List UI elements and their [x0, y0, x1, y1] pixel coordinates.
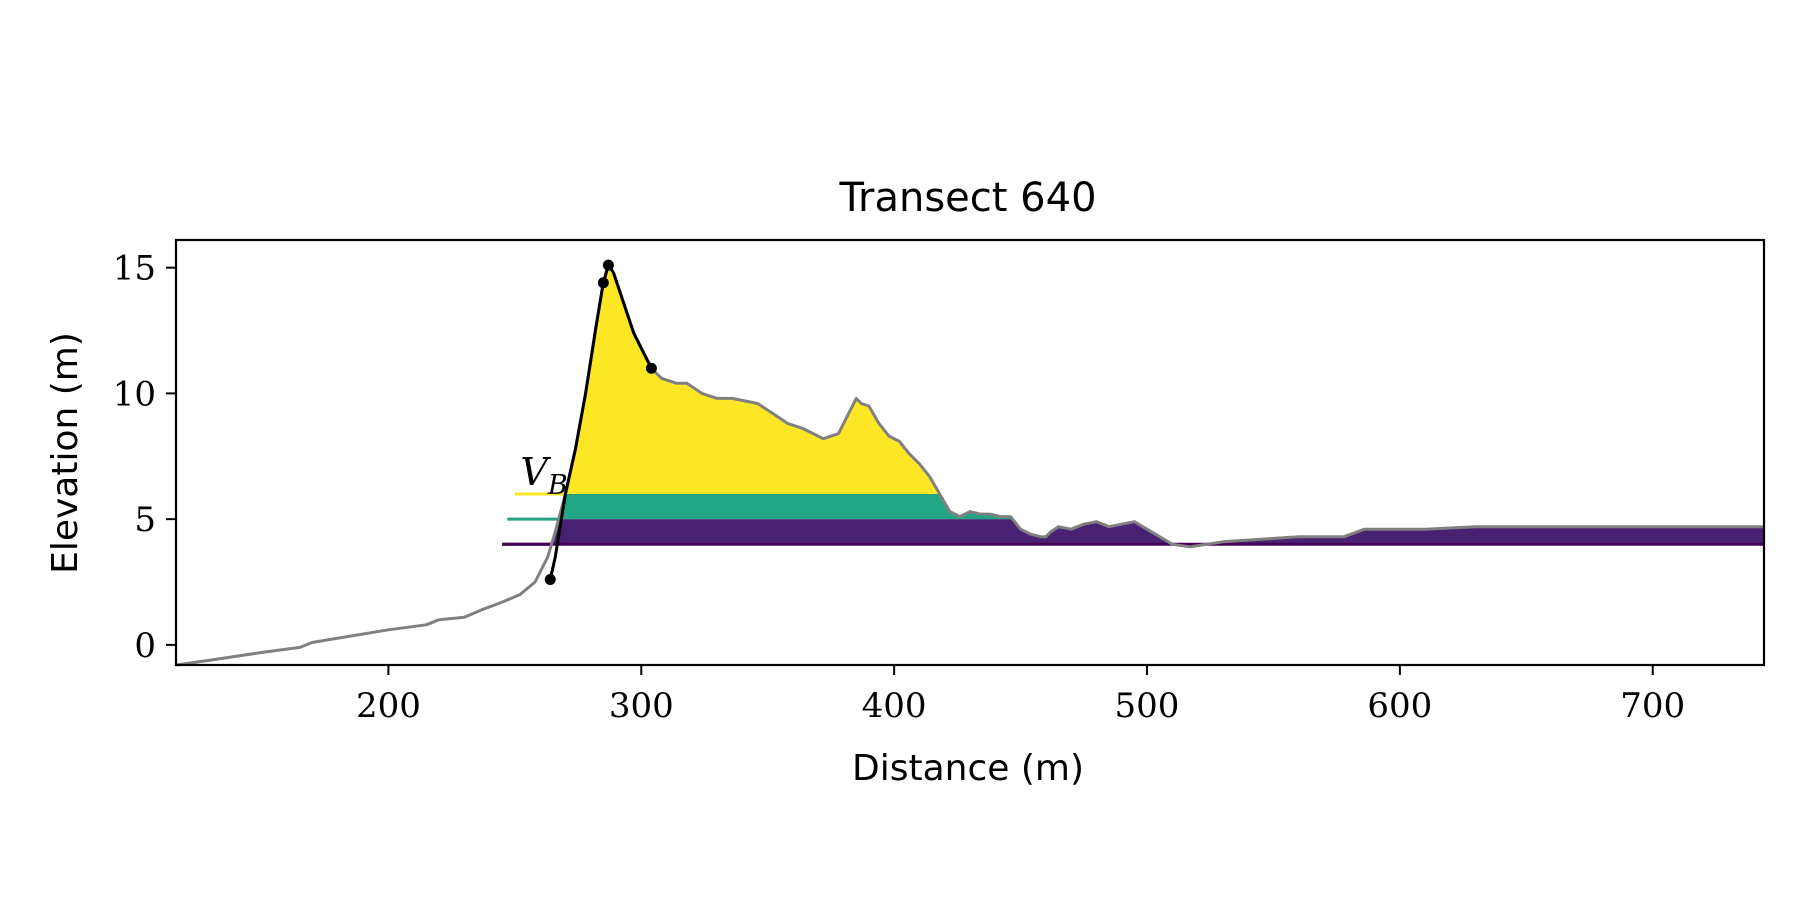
x-tick-label: 600: [1367, 686, 1432, 726]
y-tick-label: 10: [113, 374, 156, 414]
x-axis-label: Distance (m): [852, 748, 1084, 789]
profile-lines: [175, 263, 1764, 667]
dune-marker-point: [597, 277, 609, 289]
upper-volume-fill: [566, 265, 939, 494]
x-axis-ticks: 200 300 400 500 600 700: [356, 665, 1685, 726]
y-tick-label: 5: [134, 500, 156, 540]
x-tick-label: 700: [1620, 686, 1685, 726]
lower-volume-fill: [552, 519, 1171, 545]
y-tick-label: 0: [134, 626, 156, 666]
x-tick-label: 200: [356, 686, 421, 726]
volume-fills: [552, 265, 1764, 545]
vb-annotation: VB: [520, 450, 567, 501]
lower-volume-fill: [1207, 526, 1764, 545]
dune-marker-point: [544, 573, 556, 585]
x-tick-label: 500: [1115, 686, 1180, 726]
middle-volume-fill: [559, 494, 1012, 520]
x-tick-label: 400: [862, 686, 927, 726]
chart-title: Transect 640: [838, 175, 1096, 221]
dune-markers: [544, 259, 657, 585]
dune-marker-point: [602, 259, 614, 271]
level-lines: [502, 492, 1764, 546]
plot-frame: [174, 238, 1766, 667]
y-axis-ticks: 0 5 10 15: [113, 249, 176, 666]
vb-annotation-subscript: B: [547, 470, 568, 501]
dune-marker-point: [645, 362, 657, 374]
elevation-profile-line: [175, 263, 1764, 667]
y-axis-label: Elevation (m): [45, 332, 86, 574]
y-tick-label: 15: [113, 249, 156, 289]
vb-annotation-main: V: [520, 450, 551, 494]
x-tick-label: 300: [609, 686, 674, 726]
